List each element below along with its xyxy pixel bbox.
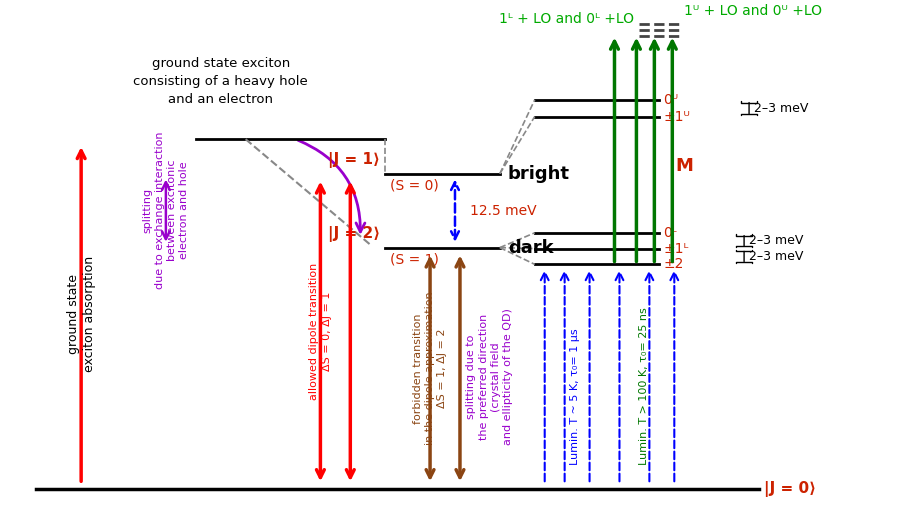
Text: ±1ᵁ: ±1ᵁ: [663, 110, 690, 124]
Text: Lumin. T ~ 5 K, τ₀= 1 μs: Lumin. T ~ 5 K, τ₀= 1 μs: [570, 328, 580, 465]
Text: 1ᵁ + LO and 0ᵁ +LO: 1ᵁ + LO and 0ᵁ +LO: [684, 4, 823, 18]
Text: 12.5 meV: 12.5 meV: [470, 204, 536, 218]
Text: forbidden transition
in the dipole approximation
ΔS = 1, ΔJ = 2: forbidden transition in the dipole appro…: [413, 292, 447, 445]
Text: dark: dark: [508, 239, 554, 256]
Text: bright: bright: [508, 165, 570, 183]
Text: |J = 2⟩: |J = 2⟩: [328, 226, 380, 242]
FancyArrowPatch shape: [298, 140, 365, 232]
Text: 0ᵁ: 0ᵁ: [663, 93, 679, 107]
Text: splitting due to
the preferred direction
(crystal field
and ellipticity of the Q: splitting due to the preferred direction…: [466, 308, 514, 445]
Text: ground state exciton
consisting of a heavy hole
and an electron: ground state exciton consisting of a hea…: [133, 57, 308, 107]
Text: |J = 1⟩: |J = 1⟩: [328, 152, 380, 168]
Text: ±2: ±2: [663, 257, 684, 271]
Text: 2–3 meV: 2–3 meV: [749, 234, 804, 247]
Text: 1ᴸ + LO and 0ᴸ +LO: 1ᴸ + LO and 0ᴸ +LO: [500, 12, 634, 26]
Text: M: M: [675, 157, 693, 175]
Text: |J = 0⟩: |J = 0⟩: [764, 481, 816, 497]
Text: (S = 0): (S = 0): [391, 178, 439, 192]
Text: 2–3 meV: 2–3 meV: [754, 101, 808, 114]
Text: (S = 1): (S = 1): [391, 253, 439, 267]
Text: ground state
exciton absorption: ground state exciton absorption: [67, 256, 95, 372]
Text: allowed dipole transition
ΔS = 0, ΔJ = 1: allowed dipole transition ΔS = 0, ΔJ = 1: [310, 263, 331, 400]
Text: splitting
due to exchange interaction
between excitonic
electron and hole: splitting due to exchange interaction be…: [142, 132, 190, 290]
Text: 2–3 meV: 2–3 meV: [749, 250, 804, 263]
Text: 0ᴸ: 0ᴸ: [663, 226, 677, 240]
Text: Lumin. T > 100 K, τ₀= 25 ns: Lumin. T > 100 K, τ₀= 25 ns: [639, 308, 650, 465]
Text: ±1ᴸ: ±1ᴸ: [663, 242, 688, 256]
